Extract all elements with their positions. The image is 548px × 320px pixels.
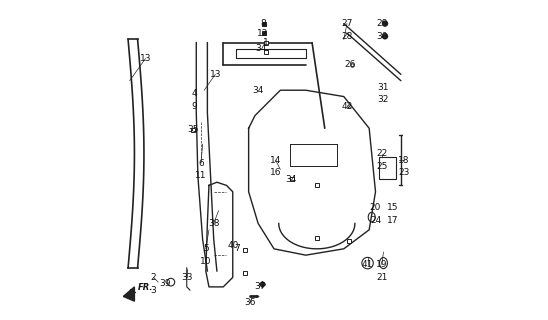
Text: 12: 12	[257, 28, 269, 38]
Text: 37: 37	[254, 282, 265, 292]
Text: 4: 4	[192, 89, 197, 98]
Text: 30: 30	[376, 32, 387, 41]
Circle shape	[383, 21, 387, 26]
Text: 6: 6	[198, 159, 204, 168]
Text: 1: 1	[263, 38, 269, 47]
Text: 17: 17	[387, 216, 399, 225]
Text: 20: 20	[370, 203, 381, 212]
Text: 38: 38	[208, 219, 220, 228]
Text: 10: 10	[200, 257, 212, 266]
Text: 34: 34	[253, 86, 264, 95]
Text: 13: 13	[140, 54, 151, 63]
Text: 27: 27	[341, 19, 353, 28]
Polygon shape	[123, 287, 134, 301]
Ellipse shape	[368, 212, 375, 222]
Text: 2: 2	[151, 273, 156, 282]
Text: 9: 9	[192, 101, 198, 111]
Text: 24: 24	[370, 216, 381, 225]
Text: 36: 36	[244, 298, 256, 307]
Text: 40: 40	[227, 241, 238, 250]
Text: FR.: FR.	[138, 283, 153, 292]
Text: 41: 41	[362, 260, 373, 269]
Text: 21: 21	[376, 273, 387, 282]
Text: 28: 28	[341, 32, 353, 41]
Text: 14: 14	[270, 156, 281, 164]
Text: 18: 18	[398, 156, 410, 164]
Text: 15: 15	[387, 203, 399, 212]
Text: 5: 5	[203, 244, 209, 253]
Text: 25: 25	[376, 162, 387, 171]
Text: 23: 23	[398, 168, 410, 177]
Text: 29: 29	[376, 19, 387, 28]
Text: 34: 34	[286, 174, 297, 184]
Text: 33: 33	[181, 273, 192, 282]
FancyBboxPatch shape	[379, 157, 396, 179]
Text: 16: 16	[270, 168, 281, 177]
Text: 22: 22	[376, 149, 387, 158]
Text: 35: 35	[187, 125, 199, 134]
Text: 32: 32	[378, 95, 389, 104]
Text: 11: 11	[195, 172, 207, 180]
Text: 31: 31	[378, 83, 389, 92]
Text: 13: 13	[209, 70, 221, 79]
Text: 34: 34	[255, 44, 267, 53]
Text: 7: 7	[235, 244, 241, 253]
Text: 3: 3	[151, 285, 156, 295]
Ellipse shape	[379, 258, 387, 269]
Text: 26: 26	[345, 60, 356, 69]
Text: 8: 8	[260, 19, 266, 28]
Text: 19: 19	[376, 260, 387, 269]
Text: 39: 39	[159, 279, 170, 288]
Circle shape	[383, 34, 387, 39]
Text: 42: 42	[341, 101, 352, 111]
Polygon shape	[256, 295, 260, 298]
